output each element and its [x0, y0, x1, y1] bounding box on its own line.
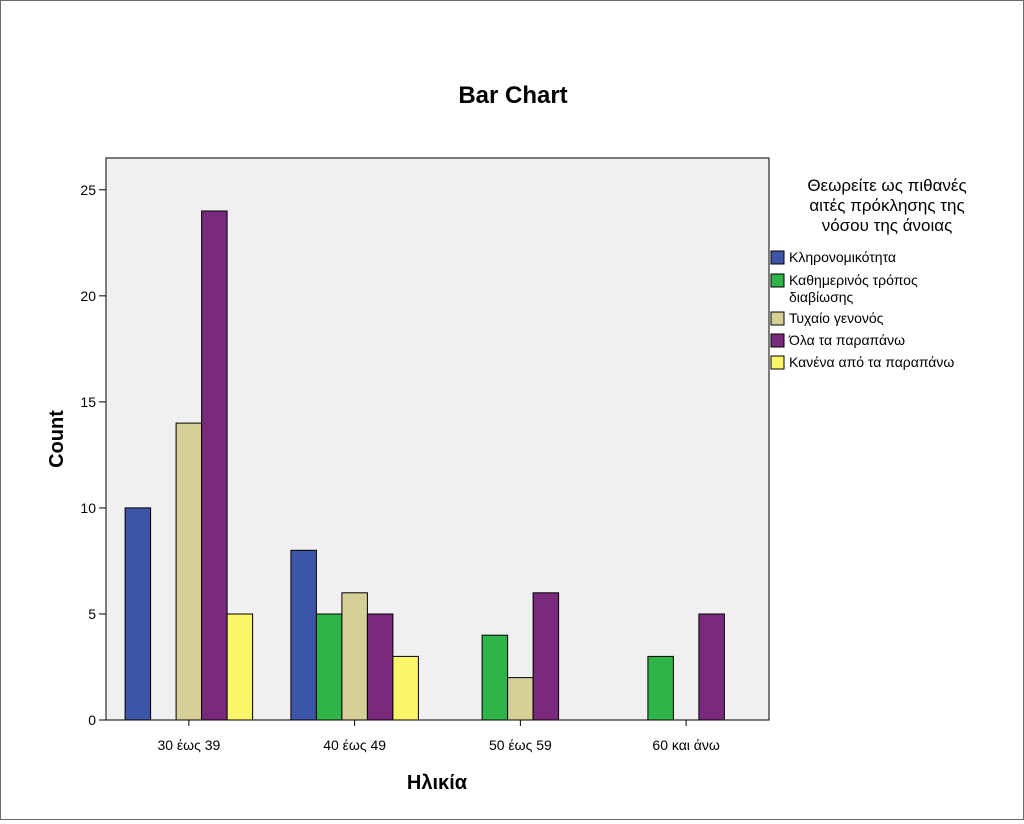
chart-title: Bar Chart [458, 82, 567, 109]
legend-swatch [770, 273, 785, 288]
bar [698, 613, 725, 721]
y-tick-label: 15 [80, 394, 96, 410]
y-tick-label: 10 [80, 500, 96, 516]
legend-swatch [770, 333, 785, 348]
bar [341, 592, 368, 721]
x-axis-label: Ηλικία [407, 772, 468, 794]
legend-swatch [770, 311, 785, 326]
bar [532, 592, 560, 721]
legend-swatch [770, 250, 785, 265]
bar [507, 677, 534, 721]
y-tick-label: 20 [80, 288, 96, 304]
legend-label: Καθημερινός τρόπος διαβίωσης [789, 272, 918, 305]
bar [175, 422, 203, 721]
bar [366, 613, 394, 721]
bar [290, 549, 317, 721]
legend-title: Θεωρείτε ως πιθανές αιτές πρόκλησης της νό… [807, 176, 966, 235]
x-axis: 30 έως 39 40 έως 49 50 έως 59 60 και άνω [106, 719, 769, 753]
x-tick-label: 50 έως 59 [489, 737, 552, 753]
bar [226, 613, 254, 721]
bar [201, 210, 228, 721]
bar [315, 613, 343, 721]
legend-label: Κληρονομικότητα [789, 249, 896, 265]
bar [124, 507, 152, 721]
y-axis: 0 5 10 15 20 25 [80, 158, 107, 728]
x-tick-label: 40 έως 49 [323, 737, 386, 753]
legend-label: Όλα τα παραπάνω [788, 332, 905, 348]
legend-swatch [770, 355, 785, 370]
bar [647, 655, 674, 721]
legend-label: Τυχαίο γενονός [789, 310, 884, 326]
bar [392, 655, 419, 721]
x-tick-label: 60 και άνω [652, 737, 719, 753]
bars-group [124, 210, 725, 721]
y-tick-label: 25 [80, 182, 96, 198]
legend: Θεωρείτε ως πιθανές αιτές πρόκλησης της νό… [770, 176, 967, 370]
legend-label: Κανένα από τα παραπάνω [789, 354, 954, 370]
bar [481, 634, 509, 721]
y-tick-label: 5 [88, 606, 96, 622]
y-axis-label: Count [46, 410, 68, 468]
x-tick-label: 30 έως 39 [157, 737, 220, 753]
y-tick-label: 0 [88, 712, 96, 728]
